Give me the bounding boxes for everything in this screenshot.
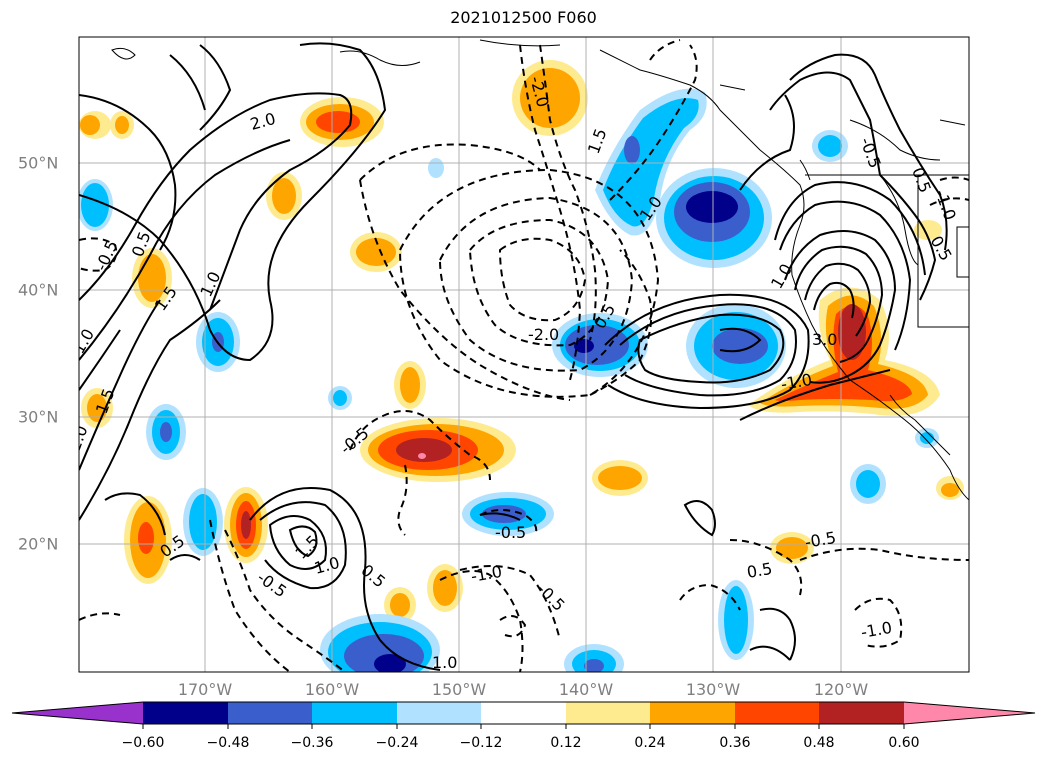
contour-label: 3.0 — [812, 330, 837, 349]
colorbar-swatch — [650, 702, 735, 724]
contour-label: 0.5 — [908, 165, 935, 195]
colorbar-tick-label: −0.24 — [375, 735, 419, 751]
colorbar-tick-label: 0.12 — [550, 735, 582, 751]
contour-label: 0.5 — [745, 559, 773, 582]
colorbar-extend-low — [12, 702, 143, 724]
contour-label: -1.0 — [66, 325, 98, 362]
negative-contours — [79, 39, 969, 672]
colorbar-tick-label: −0.12 — [459, 735, 503, 751]
colorbar-tick-label: −0.36 — [290, 735, 334, 751]
latitude-label: 30°N — [18, 407, 59, 427]
longitude-label: 170°W — [177, 680, 233, 699]
contour-label: -0.5 — [803, 528, 837, 552]
contour-label: -0.5 — [495, 523, 526, 542]
colorbar-tick-label: −0.48 — [206, 735, 250, 751]
contour-label: -1.0 — [859, 618, 893, 642]
colorbar-extend-high — [904, 702, 1035, 724]
colorbar-swatch — [143, 702, 228, 724]
longitude-label: 130°W — [685, 680, 741, 699]
colorbar-swatch — [312, 702, 397, 724]
latitude-label: 40°N — [18, 280, 59, 300]
contour-label: 1.0 — [432, 653, 457, 672]
contour-label: -0.5 — [254, 568, 290, 601]
contour-label: 1.0 — [312, 553, 342, 578]
contour-label: 0.5 — [357, 561, 389, 592]
gridlines — [79, 37, 969, 672]
negative-anomaly-shading — [79, 88, 939, 672]
longitude-label: 140°W — [558, 680, 614, 699]
contour-label: -0.5 — [856, 135, 885, 171]
colorbar-swatch — [819, 702, 904, 724]
colorbar-tick-label: 0.24 — [634, 735, 666, 751]
map-title: 2021012500 F060 — [450, 8, 597, 27]
positive-contours — [79, 42, 948, 671]
contour-label: -2.0 — [528, 325, 559, 344]
latitude-label: 20°N — [18, 534, 59, 554]
colorbar-tick-label: 0.36 — [719, 735, 751, 751]
contour-label: 2.0 — [248, 109, 278, 134]
longitude-label: 160°W — [304, 680, 360, 699]
contour-label: 1.5 — [584, 126, 611, 156]
colorbar-swatch — [481, 702, 566, 724]
contour-label: -0.5 — [533, 579, 569, 615]
colorbar-tick-label: −0.60 — [121, 735, 165, 751]
colorbar-tick-label: 0.60 — [888, 735, 920, 751]
colorbar-swatch — [566, 702, 650, 724]
colorbar-swatch — [228, 702, 312, 724]
map-frame — [78, 36, 970, 673]
contour-label: -1.0 — [931, 187, 960, 223]
colorbar-swatch — [397, 702, 481, 724]
longitude-label: 150°W — [431, 680, 487, 699]
colorbar — [11, 701, 1036, 729]
contour-label: 1.0 — [196, 269, 224, 300]
colorbar-swatch — [735, 702, 819, 724]
longitude-label: 120°W — [813, 680, 869, 699]
colorbar-tick-label: 0.48 — [803, 735, 835, 751]
latitude-label: 50°N — [18, 153, 59, 173]
